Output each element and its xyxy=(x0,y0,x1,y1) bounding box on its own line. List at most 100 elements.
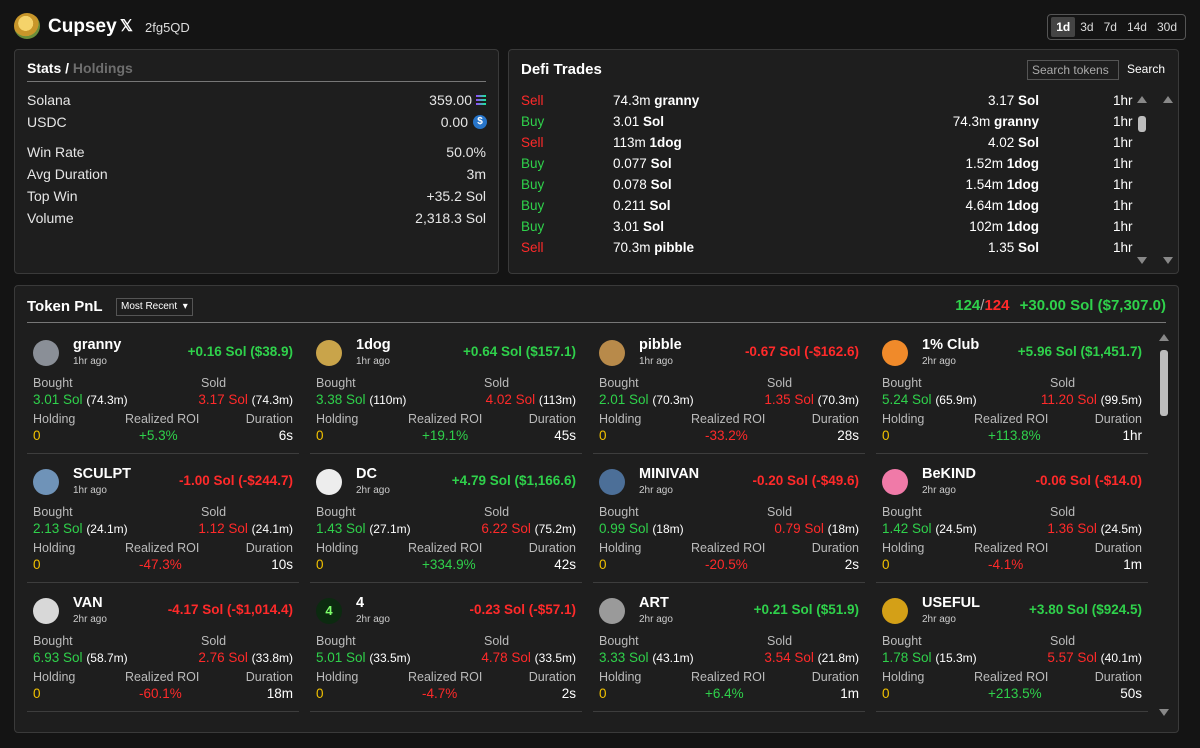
range-3d[interactable]: 3d xyxy=(1080,20,1094,34)
stat-label: Volume xyxy=(27,210,74,226)
trade-output-token[interactable]: granny xyxy=(993,114,1039,129)
roi-label: Realized ROI xyxy=(125,670,200,684)
trade-input-token[interactable]: pibble xyxy=(654,240,695,255)
trades-inner-scroll[interactable] xyxy=(1136,96,1148,264)
search-button[interactable]: Search xyxy=(1127,62,1166,76)
wallet-handle[interactable]: 2fg5QD xyxy=(145,20,190,35)
token-name[interactable]: MINIVAN xyxy=(639,466,700,482)
token-card[interactable]: ART 2hr ago +0.21 Sol ($51.9) Bought Sold 3.3… xyxy=(593,592,865,712)
stat-label: USDC xyxy=(27,114,67,130)
trade-input-token[interactable]: Sol xyxy=(643,114,665,129)
trade-row[interactable]: Buy 0.078 Sol 1.54m 1dog 1hr xyxy=(521,177,1143,198)
token-card[interactable]: BeKIND 2hr ago -0.06 Sol (-$14.0) Bought Sol… xyxy=(876,463,1148,583)
trade-row[interactable]: Buy 0.211 Sol 4.64m 1dog 1hr xyxy=(521,198,1143,219)
token-card[interactable]: 4 4 2hr ago -0.23 Sol (-$57.1) Bought Sold 5.0… xyxy=(310,592,582,712)
trade-input-token[interactable]: Sol xyxy=(650,177,672,192)
token-card[interactable]: VAN 2hr ago -4.17 Sol (-$1,014.4) Bought Sol… xyxy=(27,592,299,712)
trade-output-token[interactable]: 1dog xyxy=(1006,177,1039,192)
token-name[interactable]: 1% Club xyxy=(922,337,980,353)
token-age: 2hr ago xyxy=(73,614,107,625)
sold-amount: (113m) xyxy=(538,393,576,407)
tab-holdings[interactable]: Holdings xyxy=(72,60,133,76)
token-name[interactable]: SCULPT xyxy=(73,466,131,482)
range-7d[interactable]: 7d xyxy=(1103,20,1117,34)
scroll-down-icon[interactable] xyxy=(1159,709,1169,716)
trade-input-token[interactable]: Sol xyxy=(650,156,672,171)
trade-output-token[interactable]: Sol xyxy=(1017,93,1039,108)
scroll-down-icon[interactable] xyxy=(1137,257,1147,264)
token-name[interactable]: pibble xyxy=(639,337,682,353)
token-card[interactable]: SCULPT 1hr ago -1.00 Sol (-$244.7) Bought So… xyxy=(27,463,299,583)
pnl-scrollbar[interactable] xyxy=(1158,334,1170,716)
token-card[interactable]: DC 2hr ago +4.79 Sol ($1,166.6) Bought Sold 1… xyxy=(310,463,582,583)
trade-input-token[interactable]: granny xyxy=(654,93,700,108)
token-name[interactable]: 1dog xyxy=(356,337,391,353)
search-tokens-input[interactable] xyxy=(1027,60,1119,80)
scroll-up-icon[interactable] xyxy=(1137,96,1147,103)
trade-output-token[interactable]: 1dog xyxy=(1006,198,1039,213)
trade-input-token[interactable]: 1dog xyxy=(649,135,682,150)
x-logo-icon[interactable]: 𝕏 xyxy=(120,18,133,35)
scroll-thumb[interactable] xyxy=(1160,350,1168,416)
trade-input-token[interactable]: Sol xyxy=(643,219,665,234)
trade-output-token[interactable]: 1dog xyxy=(1006,219,1039,234)
range-14d[interactable]: 14d xyxy=(1126,20,1147,34)
token-card[interactable]: granny 1hr ago +0.16 Sol ($38.9) Bought Sold… xyxy=(27,334,299,454)
sold-value: 3.54 Sol (21.8m) xyxy=(764,650,859,665)
trade-side: Buy xyxy=(521,219,545,234)
token-name[interactable]: granny xyxy=(73,337,122,353)
trade-output: 102m 1dog xyxy=(969,219,1039,234)
holding-label: Holding xyxy=(316,670,359,684)
stat-label: Top Win xyxy=(27,188,78,204)
trade-input: 113m 1dog xyxy=(613,135,682,150)
total-pnl: +30.00 Sol ($7,307.0) xyxy=(1019,297,1166,314)
token-name[interactable]: USEFUL xyxy=(922,595,980,611)
stat-volume: Volume 2,318.3 Sol xyxy=(27,210,486,230)
trade-input: 0.211 Sol xyxy=(613,198,671,213)
trade-row[interactable]: Buy 3.01 Sol 74.3m granny 1hr xyxy=(521,114,1143,135)
tab-stats[interactable]: Stats / xyxy=(27,60,70,76)
holding-label: Holding xyxy=(33,670,76,684)
token-age: 1hr ago xyxy=(73,485,107,496)
trade-row[interactable]: Buy 3.01 Sol 102m 1dog 1hr xyxy=(521,219,1143,240)
stat-value: +35.2 Sol xyxy=(426,188,486,204)
trade-input-amount: 3.01 xyxy=(613,114,640,129)
trade-output-amount: 74.3m xyxy=(952,114,991,129)
bought-label: Bought xyxy=(316,376,356,390)
token-age: 1hr ago xyxy=(73,356,107,367)
token-name[interactable]: DC xyxy=(356,466,377,482)
trade-input-token[interactable]: Sol xyxy=(649,198,671,213)
win-loss-separator: / xyxy=(980,297,985,314)
token-name[interactable]: BeKIND xyxy=(922,466,976,482)
token-name[interactable]: ART xyxy=(639,595,669,611)
scroll-down-icon[interactable] xyxy=(1163,257,1173,264)
token-card[interactable]: 1% Club 2hr ago +5.96 Sol ($1,451.7) Bought… xyxy=(876,334,1148,454)
sort-dropdown[interactable]: Most Recent ▾ xyxy=(116,298,193,316)
trade-age: 1hr xyxy=(1113,156,1133,171)
scroll-thumb[interactable] xyxy=(1138,116,1146,132)
trades-scrollbar[interactable] xyxy=(1162,96,1174,264)
trade-row[interactable]: Sell 70.3m pibble 1.35 Sol 1hr xyxy=(521,240,1143,261)
bought-value: 1.43 Sol (27.1m) xyxy=(316,521,411,536)
trade-row[interactable]: Sell 74.3m granny 3.17 Sol 1hr xyxy=(521,93,1143,114)
token-card[interactable]: pibble 1hr ago -0.67 Sol (-$162.6) Bought So… xyxy=(593,334,865,454)
scroll-up-icon[interactable] xyxy=(1159,334,1169,341)
duration-label: Duration xyxy=(528,670,576,684)
trade-output-token[interactable]: Sol xyxy=(1017,240,1039,255)
roi-label: Realized ROI xyxy=(974,412,1049,426)
granny-avatar-icon xyxy=(33,340,59,366)
token-name[interactable]: VAN xyxy=(73,595,103,611)
trade-row[interactable]: Sell 113m 1dog 4.02 Sol 1hr xyxy=(521,135,1143,156)
trade-output-token[interactable]: Sol xyxy=(1017,135,1039,150)
trade-row[interactable]: Buy 0.077 Sol 1.52m 1dog 1hr xyxy=(521,156,1143,177)
token-card[interactable]: USEFUL 2hr ago +3.80 Sol ($924.5) Bought Sol… xyxy=(876,592,1148,712)
range-30d[interactable]: 30d xyxy=(1156,20,1177,34)
token-name[interactable]: 4 xyxy=(356,595,365,611)
token-card[interactable]: MINIVAN 2hr ago -0.20 Sol (-$49.6) Bought So… xyxy=(593,463,865,583)
trade-output-token[interactable]: 1dog xyxy=(1006,156,1039,171)
trade-input-amount: 3.01 xyxy=(613,219,640,234)
scroll-up-icon[interactable] xyxy=(1163,96,1173,103)
solana-icon xyxy=(476,95,486,107)
token-card[interactable]: 1dog 1hr ago +0.64 Sol ($157.1) Bought Sold 3… xyxy=(310,334,582,454)
range-1d[interactable]: 1d xyxy=(1051,17,1076,37)
